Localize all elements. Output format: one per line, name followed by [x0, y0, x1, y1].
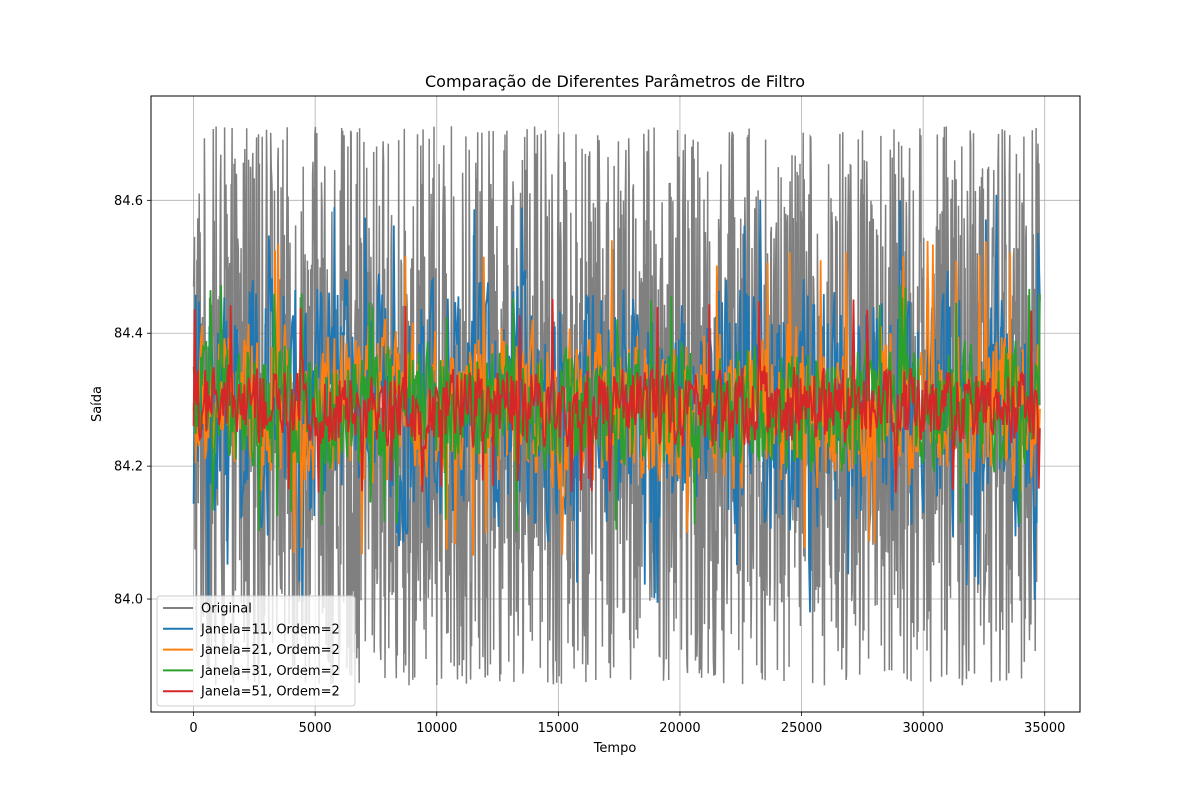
x-tick-label: 0 [189, 721, 197, 736]
legend-label: Janela=11, Ordem=2 [200, 622, 340, 637]
x-tick-label: 35000 [1024, 721, 1065, 736]
chart-title: Comparação de Diferentes Parâmetros de F… [425, 72, 805, 91]
x-tick-label: 5000 [299, 721, 332, 736]
y-tick-label: 84.0 [114, 593, 143, 608]
x-axis: 0 5000 10000 15000 20000 25000 30000 35000 [189, 712, 1065, 736]
y-tick-label: 84.4 [114, 327, 143, 342]
series-line-4 [192, 298, 1041, 493]
x-axis-label: Tempo [593, 741, 637, 756]
legend-label: Original [201, 602, 252, 617]
y-axis: 84.0 84.2 84.4 84.6 [114, 194, 151, 608]
series-layer [192, 126, 1041, 686]
y-tick-label: 84.2 [114, 460, 143, 475]
y-tick-label: 84.6 [114, 194, 143, 209]
y-axis-label: Saída [90, 386, 105, 422]
x-tick-label: 30000 [902, 721, 943, 736]
x-tick-label: 10000 [416, 721, 457, 736]
legend-label: Janela=21, Ordem=2 [200, 643, 340, 658]
legend-label: Janela=31, Ordem=2 [200, 664, 340, 679]
plot-area [192, 126, 1041, 686]
x-tick-label: 20000 [659, 721, 700, 736]
legend: Original Janela=11, Ordem=2 Janela=21, Ord… [156, 595, 356, 707]
legend-box [156, 595, 356, 707]
plot-frame [150, 95, 1081, 713]
x-tick-label: 15000 [538, 721, 579, 736]
legend-label: Janela=51, Ordem=2 [200, 685, 340, 700]
x-tick-label: 25000 [781, 721, 822, 736]
